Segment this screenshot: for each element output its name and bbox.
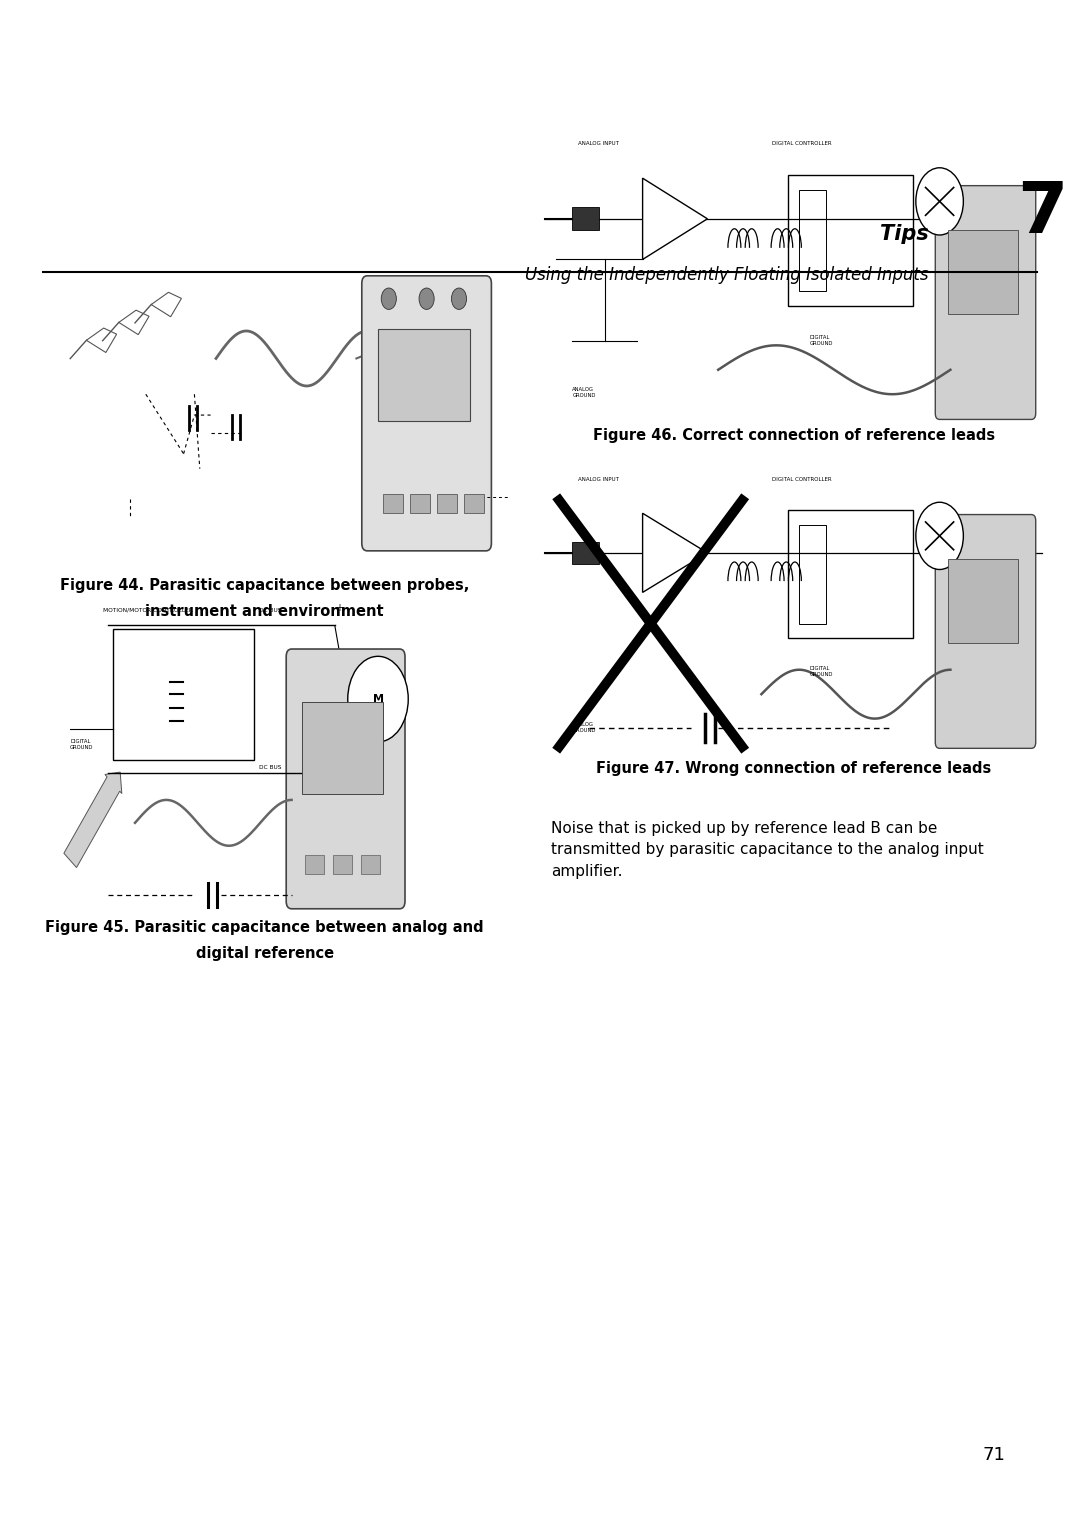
- Text: +: +: [335, 604, 342, 613]
- Text: ANALOG INPUT: ANALOG INPUT: [578, 141, 619, 147]
- Text: Figure 45. Parasitic capacitance between analog and: Figure 45. Parasitic capacitance between…: [45, 920, 484, 935]
- Bar: [302, 703, 383, 795]
- Polygon shape: [643, 179, 707, 260]
- Text: 71: 71: [982, 1445, 1005, 1464]
- Text: DC BUS: DC BUS: [259, 608, 282, 613]
- Text: digital reference: digital reference: [195, 946, 334, 961]
- Bar: [572, 208, 599, 231]
- Polygon shape: [86, 329, 117, 353]
- Text: ANALOG INPUT: ANALOG INPUT: [578, 477, 619, 483]
- Text: M: M: [373, 694, 383, 704]
- Bar: [948, 229, 1018, 315]
- Bar: [378, 330, 470, 422]
- Bar: [333, 856, 352, 874]
- Text: 7: 7: [1017, 179, 1067, 248]
- Bar: [437, 494, 457, 512]
- Text: ANALOG
GROUND: ANALOG GROUND: [572, 723, 596, 733]
- Bar: [788, 176, 913, 306]
- Text: Tips: Tips: [880, 225, 929, 244]
- Bar: [464, 494, 484, 512]
- Bar: [799, 524, 826, 623]
- FancyBboxPatch shape: [935, 515, 1036, 749]
- Text: Figure 47. Wrong connection of reference leads: Figure 47. Wrong connection of reference…: [596, 761, 991, 776]
- Text: MOTION/MOTOR CONTROLLER: MOTION/MOTOR CONTROLLER: [103, 608, 192, 613]
- Text: DIGITAL
GROUND: DIGITAL GROUND: [70, 740, 94, 750]
- Text: Noise that is picked up by reference lead B can be
transmitted by parasitic capa: Noise that is picked up by reference lea…: [551, 821, 984, 879]
- FancyBboxPatch shape: [286, 649, 405, 909]
- Polygon shape: [119, 310, 149, 335]
- Bar: [572, 541, 599, 564]
- Text: DIGITAL CONTROLLER: DIGITAL CONTROLLER: [772, 141, 832, 147]
- Text: DIGITAL
GROUND: DIGITAL GROUND: [810, 666, 834, 677]
- Text: instrument and environment: instrument and environment: [146, 604, 383, 619]
- Bar: [799, 189, 826, 292]
- Circle shape: [916, 503, 963, 570]
- Bar: [305, 856, 324, 874]
- Bar: [113, 628, 254, 759]
- Bar: [948, 559, 1018, 643]
- Text: Figure 46. Correct connection of reference leads: Figure 46. Correct connection of referen…: [593, 428, 995, 443]
- Polygon shape: [643, 513, 707, 593]
- Bar: [788, 510, 913, 637]
- Bar: [383, 494, 403, 512]
- Circle shape: [381, 287, 396, 309]
- Text: Figure 44. Parasitic capacitance between probes,: Figure 44. Parasitic capacitance between…: [59, 578, 470, 593]
- FancyBboxPatch shape: [935, 185, 1036, 420]
- Text: DC BUS: DC BUS: [259, 764, 282, 770]
- Bar: [410, 494, 430, 512]
- Polygon shape: [151, 292, 181, 316]
- Text: ANALOG
GROUND: ANALOG GROUND: [572, 387, 596, 397]
- Text: DIGITAL
GROUND: DIGITAL GROUND: [810, 335, 834, 345]
- Circle shape: [348, 657, 408, 743]
- Circle shape: [916, 168, 963, 235]
- Circle shape: [451, 287, 467, 309]
- FancyBboxPatch shape: [362, 275, 491, 552]
- Text: Using the Independently Floating Isolated Inputs: Using the Independently Floating Isolate…: [525, 266, 929, 284]
- Circle shape: [419, 287, 434, 309]
- Text: DIGITAL CONTROLLER: DIGITAL CONTROLLER: [772, 477, 832, 483]
- Bar: [361, 856, 380, 874]
- FancyArrow shape: [64, 772, 122, 868]
